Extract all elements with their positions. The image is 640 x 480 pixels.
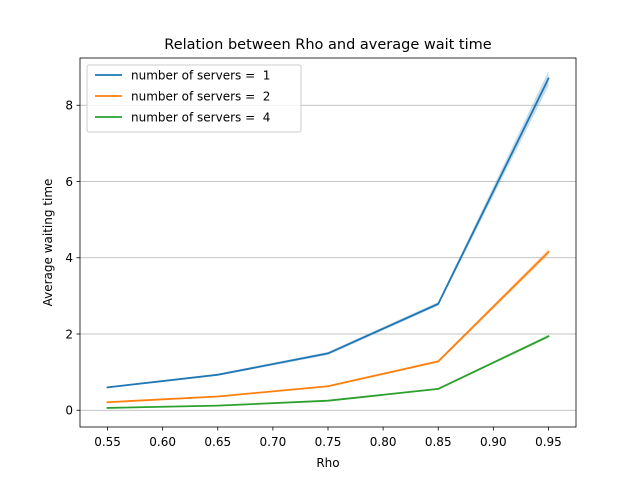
x-tick-label: 0.80 [370,435,397,449]
x-tick-label: 0.85 [425,435,452,449]
x-tick-label: 0.65 [204,435,231,449]
y-axis-label: Average waiting time [41,179,55,307]
x-axis-label: Rho [316,456,339,470]
series-2-line [106,250,550,404]
x-tick-label: 0.55 [94,435,121,449]
legend: number of servers = 1 number of servers =… [86,64,302,133]
y-axis-ticks: 0 2 4 6 8 [65,99,80,418]
y-tick-label: 4 [65,251,73,265]
x-axis-ticks: 0.55 0.60 0.65 0.70 0.75 0.80 0.85 0.90 0.95 [94,427,562,449]
grid-lines [80,104,576,411]
legend-label-3: number of servers = 4 [131,110,270,124]
y-tick-label: 2 [65,327,73,341]
chart-title: Relation between Rho and average wait ti… [164,37,491,53]
legend-label-2: number of servers = 2 [131,89,270,103]
y-tick-label: 6 [65,175,73,189]
series-1-line [106,77,550,389]
legend-label-1: number of servers = 1 [131,68,270,82]
legend-box [86,64,302,133]
series-lines [106,77,550,409]
y-tick-label: 8 [65,99,73,113]
x-tick-label: 0.90 [480,435,507,449]
legend-items: number of servers = 1 number of servers =… [95,68,270,124]
x-tick-label: 0.75 [315,435,342,449]
y-tick-label: 0 [65,404,73,418]
x-tick-label: 0.60 [149,435,176,449]
x-tick-label: 0.70 [260,435,287,449]
series-3-line [106,335,550,409]
x-tick-label: 0.95 [535,435,562,449]
